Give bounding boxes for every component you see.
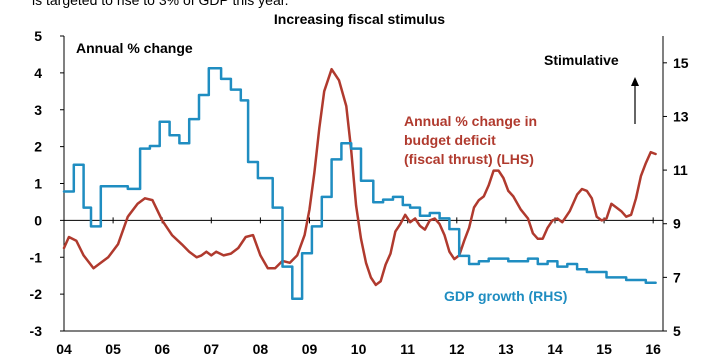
x-tick-label: 04 [56, 341, 72, 357]
budget-label-line-1: Annual % change in [404, 113, 538, 129]
x-tick-label: 05 [105, 341, 121, 357]
right-tick-label: 11 [673, 162, 688, 178]
x-tick-label: 14 [547, 341, 563, 357]
chart-title: Increasing fiscal stimulus [273, 11, 446, 27]
budget-label-line-3: (fiscal thrust) (LHS) [404, 151, 534, 167]
left-tick-label: -1 [30, 249, 43, 265]
x-tick-label: 10 [351, 341, 367, 357]
x-tick-label: 06 [154, 341, 170, 357]
left-tick-label: -3 [30, 323, 43, 339]
x-tick-label: 12 [449, 341, 465, 357]
stimulative-label: Stimulative [544, 52, 619, 68]
budget-series-label: Annual % change in budget deficit (fisca… [404, 112, 537, 169]
gdp-series-label: GDP growth (RHS) [444, 288, 568, 304]
right-tick-label: 5 [673, 323, 681, 339]
left-tick-label: 3 [34, 102, 42, 118]
x-tick-label: 11 [400, 341, 415, 357]
x-tick-label: 09 [302, 341, 318, 357]
stimulative-arrow-head [631, 77, 639, 86]
x-tick-label: 15 [596, 341, 612, 357]
x-tick-label: 13 [498, 341, 514, 357]
left-tick-label: 5 [34, 28, 42, 44]
left-tick-label: 1 [34, 176, 42, 192]
right-tick-label: 7 [673, 269, 681, 285]
left-tick-label: -2 [30, 286, 43, 302]
right-tick-label: 13 [673, 108, 689, 124]
left-axis-label: Annual % change [76, 40, 193, 56]
gdp-growth-line [62, 66, 657, 301]
x-tick-label: 07 [204, 341, 220, 357]
right-tick-label: 9 [673, 216, 681, 232]
left-tick-label: 4 [34, 65, 42, 81]
x-tick-label: 16 [645, 341, 661, 357]
budget-label-line-2: budget deficit [404, 132, 496, 148]
right-tick-label: 15 [673, 55, 689, 71]
header-clipped-text: is targeted to rise to 3% of GDP this ye… [32, 0, 289, 8]
x-tick-label: 08 [253, 341, 269, 357]
left-tick-label: 2 [34, 139, 42, 155]
left-tick-label: 0 [34, 212, 42, 228]
budget-deficit-line [62, 67, 657, 287]
